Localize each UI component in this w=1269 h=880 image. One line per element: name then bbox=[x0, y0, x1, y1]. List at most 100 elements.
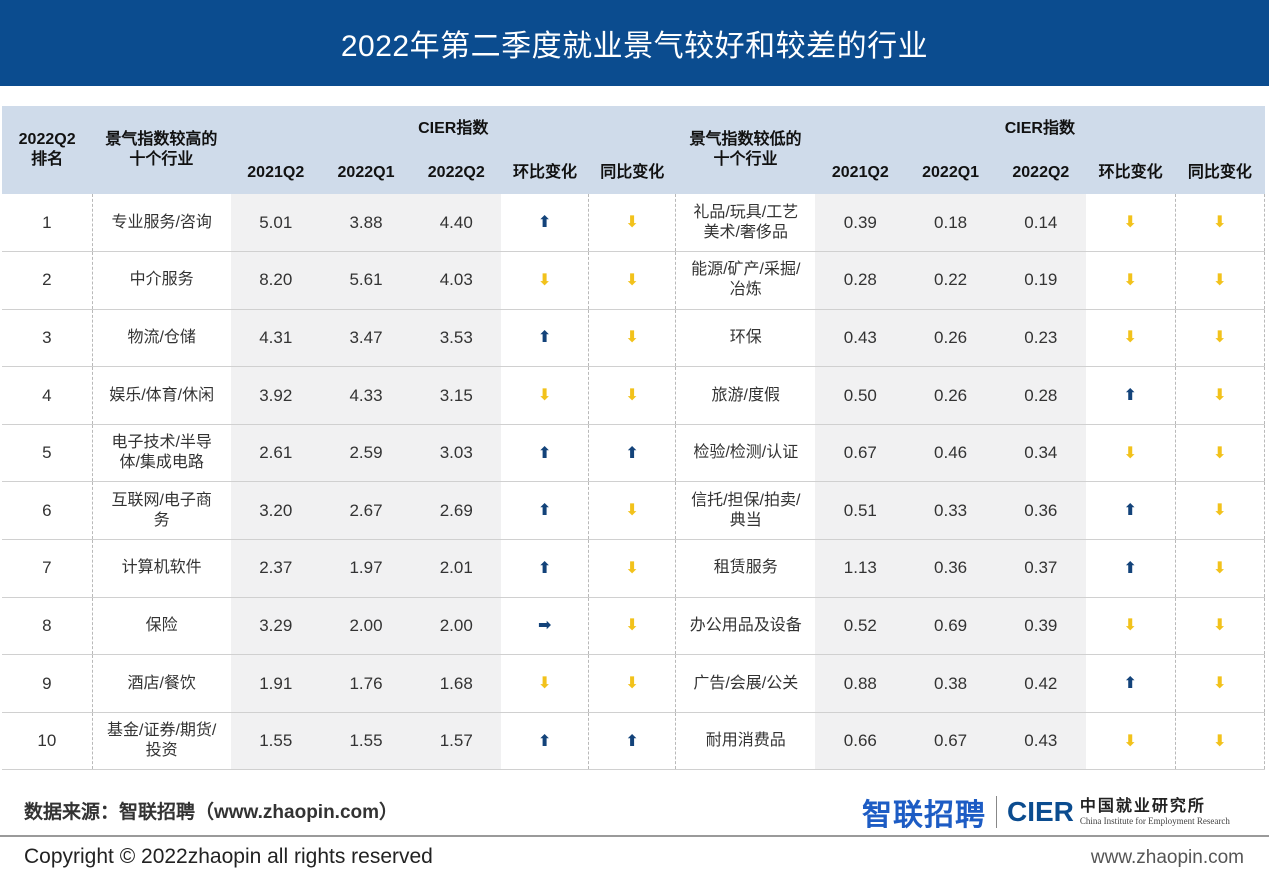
arrow-down-icon: ⬇ bbox=[1123, 732, 1138, 750]
arrow-down-icon: ⬇ bbox=[1213, 559, 1227, 577]
arrow-up-icon: ⬆ bbox=[1123, 675, 1138, 693]
high-2022q2-cell: 3.53 bbox=[411, 309, 502, 368]
low-yoy-cell: ⬇ bbox=[1175, 654, 1266, 713]
header-mom-right: 环比变化 bbox=[1085, 152, 1176, 194]
high-2022q1-cell: 1.55 bbox=[320, 712, 412, 771]
low-yoy-cell: ⬇ bbox=[1175, 424, 1266, 483]
high-2022q2-cell: 3.15 bbox=[411, 366, 502, 425]
high-2022q1-cell: 2.00 bbox=[320, 597, 412, 656]
header-yoy-left: 同比变化 bbox=[588, 152, 676, 194]
low-industry-cell: 广告/会展/公关 bbox=[675, 654, 816, 713]
arrow-down-icon: ⬇ bbox=[625, 271, 639, 289]
high-2021q2-cell: 5.01 bbox=[230, 194, 321, 253]
arrow-down-icon: ⬇ bbox=[1123, 617, 1138, 635]
header-cier-left: CIER指数 bbox=[230, 106, 676, 152]
low-industry-cell: 租赁服务 bbox=[675, 539, 816, 598]
high-industry-cell: 电子技术/半导 体/集成电路 bbox=[92, 424, 231, 483]
high-mom-cell: ⬆ bbox=[501, 539, 590, 598]
arrow-up-icon: ⬆ bbox=[1123, 559, 1138, 577]
low-2022q1-cell: 0.69 bbox=[905, 597, 996, 656]
low-2022q2-cell: 0.42 bbox=[995, 654, 1086, 713]
table-row: 5 电子技术/半导 体/集成电路 2.61 2.59 3.03 ⬆ ⬆ 检验/检测/认证 0.67… bbox=[2, 424, 1266, 483]
high-mom-cell: ⬆ bbox=[501, 309, 590, 368]
low-2022q2-cell: 0.39 bbox=[995, 597, 1086, 656]
low-yoy-cell: ⬇ bbox=[1175, 597, 1266, 656]
arrow-down-icon: ⬇ bbox=[1213, 387, 1227, 405]
low-yoy-cell: ⬇ bbox=[1175, 309, 1266, 368]
rank-cell: 2 bbox=[2, 251, 93, 310]
low-2022q2-cell: 0.34 bbox=[995, 424, 1086, 483]
low-mom-cell: ⬆ bbox=[1085, 481, 1176, 541]
low-2021q2-cell: 0.66 bbox=[815, 712, 906, 771]
low-industry-cell: 礼品/玩具/工艺 美术/奢侈品 bbox=[675, 194, 816, 253]
high-industry-cell: 互联网/电子商务 bbox=[92, 481, 231, 541]
low-2021q2-cell: 0.67 bbox=[815, 424, 906, 483]
high-yoy-cell: ⬆ bbox=[588, 424, 677, 483]
high-2022q2-cell: 4.03 bbox=[411, 251, 502, 310]
high-industry-cell: 娱乐/体育/休闲 bbox=[92, 366, 231, 425]
copyright: Copyright © 2022zhaopin all rights reser… bbox=[24, 845, 433, 868]
low-2022q2-cell: 0.36 bbox=[995, 481, 1086, 541]
high-2022q2-cell: 4.40 bbox=[411, 194, 502, 253]
website-link: www.zhaopin.com bbox=[1090, 847, 1244, 868]
footer-divider bbox=[0, 835, 1269, 837]
high-industry-cell: 基金/证券/期货/投资 bbox=[92, 712, 231, 771]
high-2021q2-cell: 3.29 bbox=[230, 597, 321, 656]
rank-cell: 7 bbox=[2, 539, 93, 598]
low-2021q2-cell: 0.39 bbox=[815, 194, 906, 253]
low-2022q1-cell: 0.36 bbox=[905, 539, 996, 598]
high-2022q2-cell: 3.03 bbox=[411, 424, 502, 483]
arrow-down-icon: ⬇ bbox=[1213, 214, 1227, 232]
header-yoy-right: 同比变化 bbox=[1175, 152, 1265, 194]
low-2021q2-cell: 0.88 bbox=[815, 654, 906, 713]
high-industry-cell: 物流/仓储 bbox=[92, 309, 231, 368]
header-2021q2-left: 2021Q2 bbox=[230, 152, 321, 194]
low-mom-cell: ⬆ bbox=[1085, 654, 1176, 713]
low-yoy-cell: ⬇ bbox=[1175, 539, 1266, 598]
low-mom-cell: ⬇ bbox=[1085, 251, 1176, 310]
arrow-down-icon: ⬇ bbox=[625, 214, 639, 232]
high-industry-cell: 计算机软件 bbox=[92, 539, 231, 598]
low-2021q2-cell: 1.13 bbox=[815, 539, 906, 598]
table-row: 8 保险 3.29 2.00 2.00 ➡ ⬇ 办公用品及设备 0.52 0.69 0.39 ⬇ ⬇ bbox=[2, 597, 1266, 656]
high-2021q2-cell: 3.20 bbox=[230, 481, 321, 541]
high-industry-cell: 酒店/餐饮 bbox=[92, 654, 231, 713]
header-mom-left: 环比变化 bbox=[501, 152, 589, 194]
table-row: 10 基金/证券/期货/投资 1.55 1.55 1.57 ⬆ ⬆ 耐用消费品 0.66 0.67… bbox=[2, 712, 1266, 771]
high-industry-cell: 中介服务 bbox=[92, 251, 231, 310]
high-2021q2-cell: 8.20 bbox=[230, 251, 321, 310]
high-mom-cell: ⬆ bbox=[501, 481, 590, 541]
high-yoy-cell: ⬇ bbox=[588, 309, 677, 368]
low-yoy-cell: ⬇ bbox=[1175, 366, 1266, 425]
high-2022q2-cell: 1.57 bbox=[411, 712, 502, 771]
table-row: 4 娱乐/体育/休闲 3.92 4.33 3.15 ⬇ ⬇ 旅游/度假 0.50 0.26 0.28… bbox=[2, 366, 1266, 425]
header-2022q1-right: 2022Q1 bbox=[905, 152, 996, 194]
low-2022q2-cell: 0.43 bbox=[995, 712, 1086, 771]
arrow-down-icon: ⬇ bbox=[1213, 271, 1227, 289]
high-2022q1-cell: 2.67 bbox=[320, 481, 412, 541]
logo-divider bbox=[996, 796, 997, 828]
low-2021q2-cell: 0.43 bbox=[815, 309, 906, 368]
arrow-down-icon: ⬇ bbox=[538, 675, 552, 693]
arrow-down-icon: ⬇ bbox=[625, 675, 639, 693]
arrow-down-icon: ⬇ bbox=[1213, 617, 1227, 635]
table-row: 7 计算机软件 2.37 1.97 2.01 ⬆ ⬇ 租赁服务 1.13 0.36 0.37 ⬆ ⬇ bbox=[2, 539, 1266, 598]
arrow-down-icon: ⬇ bbox=[625, 329, 639, 347]
logo-group: 智联招聘 CIER 中国就业研究所 China Institute for Em… bbox=[862, 792, 1252, 832]
arrow-down-icon: ⬇ bbox=[625, 617, 639, 635]
high-yoy-cell: ⬇ bbox=[588, 654, 677, 713]
rank-cell: 4 bbox=[2, 366, 93, 425]
low-mom-cell: ⬆ bbox=[1085, 366, 1176, 425]
high-yoy-cell: ⬇ bbox=[588, 366, 677, 425]
cier-logo: CIER bbox=[1007, 796, 1074, 827]
header-2022q2-right: 2022Q2 bbox=[995, 152, 1086, 194]
low-2022q2-cell: 0.14 bbox=[995, 194, 1086, 253]
high-2022q1-cell: 3.88 bbox=[320, 194, 412, 253]
high-2021q2-cell: 2.61 bbox=[230, 424, 321, 483]
zhilian-logo: 智联招聘 bbox=[862, 799, 986, 832]
table-row: 3 物流/仓储 4.31 3.47 3.53 ⬆ ⬇ 环保 0.43 0.26 0.23 ⬇ ⬇ bbox=[2, 309, 1266, 368]
arrow-flat-icon: ➡ bbox=[538, 617, 552, 635]
low-2022q2-cell: 0.23 bbox=[995, 309, 1086, 368]
high-2021q2-cell: 2.37 bbox=[230, 539, 321, 598]
arrow-down-icon: ⬇ bbox=[625, 502, 639, 520]
